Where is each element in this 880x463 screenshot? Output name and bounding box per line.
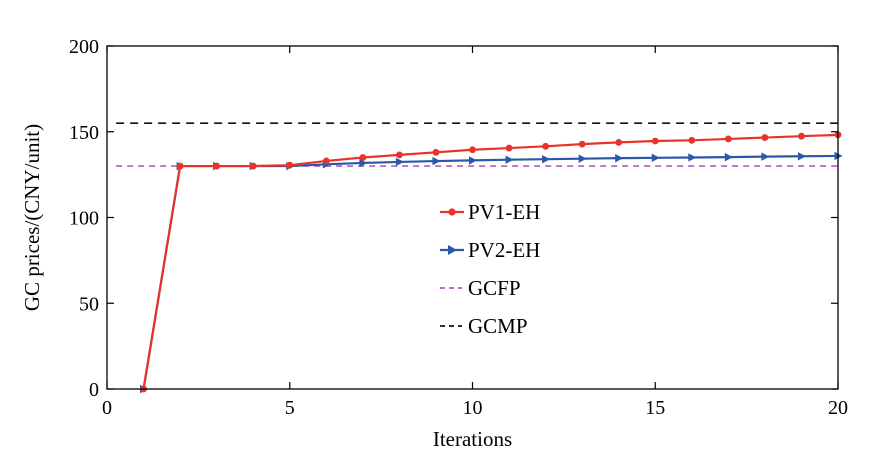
point-pv2-eh-18 [761,152,770,161]
point-pv2-eh-15 [651,153,660,163]
point-pv2-eh-14 [615,153,624,163]
point-pv1-eh-8 [396,151,403,159]
legend-item-pv1-eh: PV1-EH [440,200,540,224]
legend-label-pv1-eh: PV1-EH [468,200,540,224]
point-pv1-eh-18 [761,134,769,141]
series-line-pv1-eh [142,133,839,390]
y-tick-label-0: 0 [89,379,99,401]
point-pv2-eh-19 [797,152,806,161]
point-pv1-eh-9 [432,148,440,156]
x-tick-label-20: 20 [828,397,848,419]
point-pv1-eh-13 [578,140,586,148]
point-pv2-eh-10 [469,156,477,165]
legend-marker-pv1-eh [448,208,456,216]
y-tick-label-50: 50 [79,293,99,315]
x-tick-label-15: 15 [645,397,665,419]
legend: PV1-EH PV2-EH GCFP GCMP [440,200,540,338]
point-pv2-eh-16 [688,153,697,162]
legend-item-gcmp: GCMP [440,314,528,338]
point-pv2-eh-11 [505,155,514,164]
y-axis-title: GC prices/(CNY/unit) [20,124,44,311]
point-pv2-eh-13 [578,154,587,163]
point-pv1-eh-7 [359,154,367,161]
legend-item-gcfp: GCFP [440,276,521,300]
point-pv1-eh-17 [724,135,732,143]
legend-marker-pv2-eh [448,245,457,255]
y-tick-label-200: 200 [69,36,99,58]
point-pv1-eh-3 [213,162,221,170]
legend-label-gcfp: GCFP [468,276,521,300]
point-pv1-eh-16 [688,136,696,144]
x-tick-label-10: 10 [463,397,483,419]
series-pv1-eh [140,131,842,393]
point-pv1-eh-15 [651,137,659,145]
legend-label-pv2-eh: PV2-EH [468,238,540,262]
point-pv2-eh-9 [432,156,441,166]
point-pv1-eh-4 [249,162,257,170]
x-tick-label-5: 5 [285,397,295,419]
series-layer [116,122,843,394]
point-pv2-eh-8 [395,157,404,167]
point-pv1-eh-11 [505,144,513,152]
y-tick-label-100: 100 [69,208,99,230]
series-line-pv2-eh [142,154,839,390]
point-pv1-eh-5 [286,161,294,169]
point-pv1-eh-10 [469,146,476,154]
point-pv2-eh-17 [724,152,733,162]
point-pv1-eh-6 [322,157,330,165]
legend-item-pv2-eh: PV2-EH [440,238,540,262]
x-tick-label-0: 0 [102,397,112,419]
point-pv1-eh-12 [542,142,549,150]
point-pv2-eh-7 [359,158,368,168]
point-pv1-eh-19 [798,132,805,140]
x-axis-title: Iterations [433,427,512,451]
legend-label-gcmp: GCMP [468,314,528,338]
point-pv2-eh-12 [542,154,551,164]
point-pv1-eh-14 [615,138,623,146]
series-pv2-eh [140,151,843,394]
point-pv1-eh-2 [176,162,184,170]
y-tick-label-150: 150 [69,122,99,144]
